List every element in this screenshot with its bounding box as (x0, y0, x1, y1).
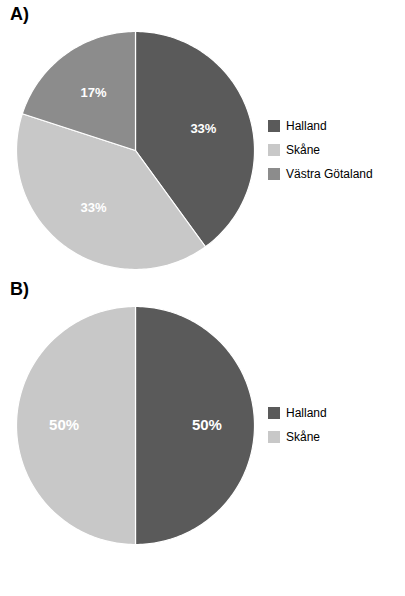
html-text:Halland: Halland (286, 406, 327, 420)
svg-text:33%: 33% (190, 121, 216, 136)
svg-text:17%: 17% (81, 85, 107, 100)
html-text:A): A) (10, 4, 29, 24)
svg-text:50%: 50% (49, 416, 79, 433)
html-text:B): B) (10, 279, 29, 299)
html-text:Halland: Halland (286, 119, 327, 133)
html-text:Skåne: Skåne (286, 430, 320, 444)
svg-text:33%: 33% (81, 200, 107, 215)
html-text:Skåne: Skåne (286, 143, 320, 157)
svg-text:50%: 50% (192, 416, 222, 433)
html-text:Västra Götaland: Västra Götaland (286, 167, 373, 181)
